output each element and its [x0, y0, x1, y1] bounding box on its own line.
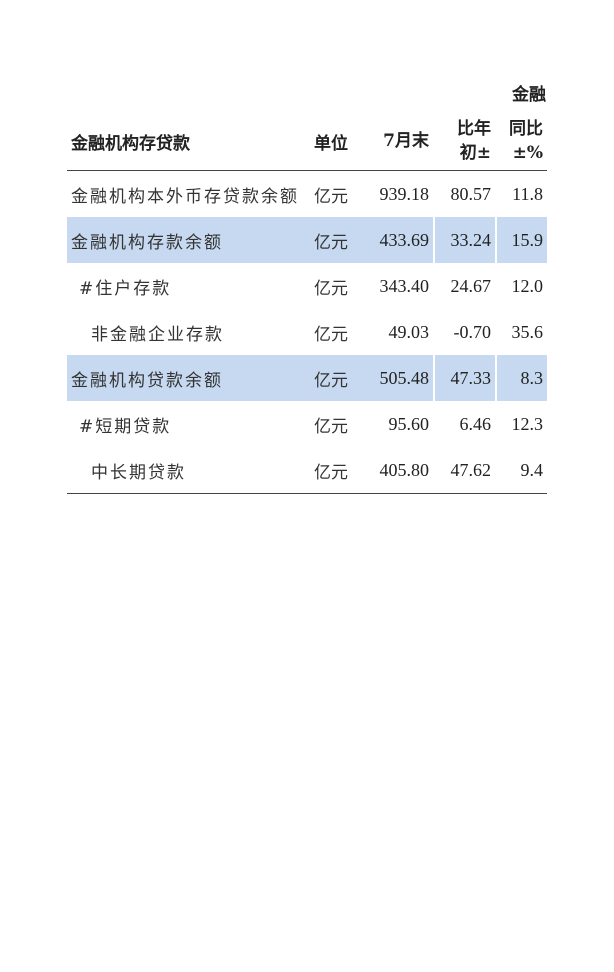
row-unit: 亿元: [310, 217, 360, 263]
table-row: #住户存款 亿元 343.40 24.67 12.0: [67, 263, 547, 309]
row-name: 中长期贷款: [67, 447, 310, 494]
row-yoy-change: 12.3: [511, 413, 544, 434]
row-ytd-change: -0.70: [453, 321, 492, 342]
row-jul-value: 405.80: [360, 447, 433, 494]
row-jul-value: 95.60: [388, 413, 430, 434]
row-name: 金融机构存款余额: [67, 217, 310, 263]
header-ytd: 比年 初±: [433, 112, 495, 171]
table-row: 中长期贷款 亿元 405.80 47.62 9.4: [67, 447, 547, 494]
row-yoy-change: 11.8: [512, 183, 543, 204]
row-ytd-change: 33.24: [433, 217, 495, 263]
row-jul-value: 343.40: [379, 275, 430, 296]
header-row: 金融机构存贷款 单位 7月末 比年 初± 同比 ±%: [67, 112, 547, 171]
row-ytd-change: 6.46: [459, 413, 492, 434]
row-name: 金融机构本外币存贷款余额: [71, 186, 299, 207]
row-jul-value: 939.18: [379, 183, 430, 204]
row-yoy-change: 12.0: [511, 275, 544, 296]
row-unit: 亿元: [310, 355, 360, 401]
row-ytd-change: 47.62: [433, 447, 495, 494]
row-yoy-change: 35.6: [511, 321, 544, 342]
row-jul-value: 433.69: [360, 217, 433, 263]
row-unit: 亿元: [314, 324, 348, 345]
row-name: 金融机构贷款余额: [67, 355, 310, 401]
row-unit: 亿元: [314, 416, 348, 437]
row-unit: 亿元: [314, 186, 348, 207]
table-row: 非金融企业存款 亿元 49.03 -0.70 35.6: [67, 309, 547, 355]
row-jul-value: 505.48: [360, 355, 433, 401]
table-row: 金融机构贷款余额 亿元 505.48 47.33 8.3: [67, 355, 547, 401]
row-yoy-change: 8.3: [495, 355, 547, 401]
row-ytd-change: 24.67: [450, 275, 492, 296]
deposits-loans-table: 金融机构存贷款 单位 7月末 比年 初± 同比 ±% 金融机构本外币存贷款余额 亿元 9…: [67, 112, 547, 494]
row-name: 非金融企业存款: [91, 324, 224, 345]
table-caption: 金融: [512, 85, 546, 105]
row-ytd-change: 47.33: [433, 355, 495, 401]
header-jul: 7月末: [360, 112, 433, 171]
row-ytd-change: 80.57: [450, 183, 492, 204]
row-unit: 亿元: [314, 278, 348, 299]
row-name: #住户存款: [79, 278, 172, 299]
table-row: #短期贷款 亿元 95.60 6.46 12.3: [67, 401, 547, 447]
table-row: 金融机构存款余额 亿元 433.69 33.24 15.9: [67, 217, 547, 263]
row-yoy-change: 9.4: [495, 447, 547, 494]
row-yoy-change: 15.9: [495, 217, 547, 263]
row-unit: 亿元: [310, 447, 360, 494]
header-name: 金融机构存贷款: [67, 112, 310, 171]
header-unit: 单位: [310, 112, 360, 171]
table-row: 金融机构本外币存贷款余额 亿元 939.18 80.57 11.8: [67, 171, 547, 217]
header-yoy: 同比 ±%: [495, 112, 547, 171]
row-name: #短期贷款: [79, 416, 172, 437]
row-jul-value: 49.03: [388, 321, 430, 342]
